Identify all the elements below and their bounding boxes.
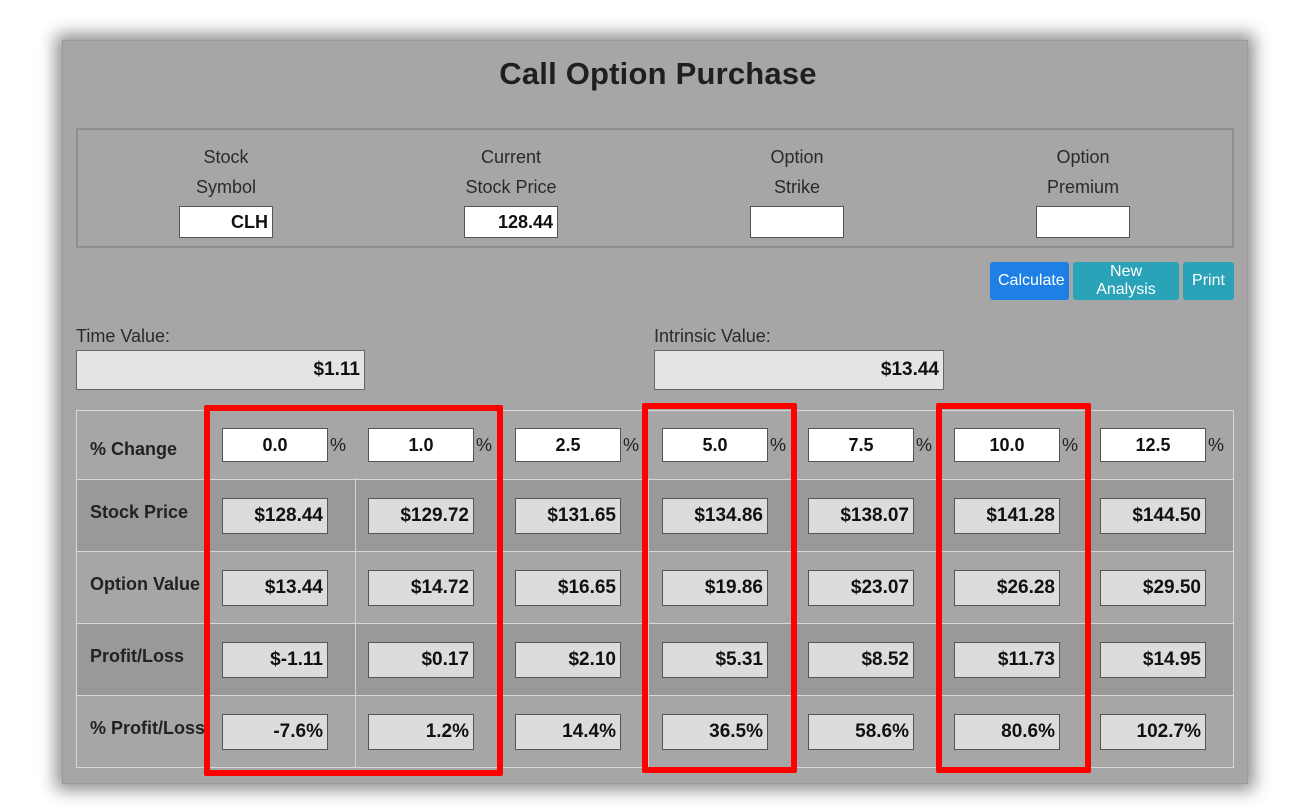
option-premium-input[interactable] bbox=[1036, 206, 1130, 238]
stock-price-cell: $138.07 bbox=[808, 498, 914, 534]
row-label-stock-price: Stock Price bbox=[90, 502, 189, 522]
percent-sign: % bbox=[476, 435, 493, 455]
option-value-cell: $23.07 bbox=[808, 570, 914, 606]
option-value-cell: $16.65 bbox=[515, 570, 621, 606]
intrinsic-value-label: Intrinsic Value: bbox=[654, 326, 771, 346]
time-value-output: $1.11 bbox=[76, 350, 365, 390]
stock-symbol-label-2: Symbol bbox=[195, 177, 257, 197]
pct-profit-loss-cell: 1.2% bbox=[368, 714, 474, 750]
profit-loss-cell: $14.95 bbox=[1100, 642, 1206, 678]
row-label-profit-loss: Profit/Loss bbox=[90, 646, 185, 666]
pct-change-input[interactable]: 5.0 bbox=[662, 428, 768, 462]
current-price-input[interactable] bbox=[464, 206, 558, 238]
stock-price-cell: $144.50 bbox=[1100, 498, 1206, 534]
print-button[interactable]: Print bbox=[1183, 262, 1234, 300]
pct-profit-loss-cell: 80.6% bbox=[954, 714, 1060, 750]
profit-loss-cell: $5.31 bbox=[662, 642, 768, 678]
percent-sign: % bbox=[916, 435, 933, 455]
option-strike-input[interactable] bbox=[750, 206, 844, 238]
stock-symbol-input[interactable] bbox=[179, 206, 273, 238]
profit-loss-cell: $-1.11 bbox=[222, 642, 328, 678]
option-value-cell: $19.86 bbox=[662, 570, 768, 606]
stock-price-cell: $129.72 bbox=[368, 498, 474, 534]
column-divider bbox=[355, 478, 356, 768]
pct-change-input[interactable]: 10.0 bbox=[954, 428, 1060, 462]
time-value-label: Time Value: bbox=[76, 326, 171, 346]
pct-profit-loss-cell: 58.6% bbox=[808, 714, 914, 750]
pct-change-input[interactable]: 0.0 bbox=[222, 428, 328, 462]
pct-change-input[interactable]: 7.5 bbox=[808, 428, 914, 462]
current-price-field: Current Stock Price bbox=[401, 142, 621, 238]
pct-change-input[interactable]: 1.0 bbox=[368, 428, 474, 462]
input-section bbox=[76, 128, 1234, 248]
pct-profit-loss-cell: -7.6% bbox=[222, 714, 328, 750]
pct-change-row: % Change bbox=[77, 411, 1233, 479]
pct-change-input[interactable]: 2.5 bbox=[515, 428, 621, 462]
pct-profit-loss-cell: 102.7% bbox=[1100, 714, 1206, 750]
percent-sign: % bbox=[770, 435, 787, 455]
calculate-button[interactable]: Calculate bbox=[990, 262, 1069, 300]
percent-sign: % bbox=[330, 435, 347, 455]
row-label-pct-change: % Change bbox=[90, 439, 178, 459]
profit-loss-cell: $2.10 bbox=[515, 642, 621, 678]
pct-profit-loss-row: % Profit/Loss bbox=[77, 695, 1233, 767]
stock-price-cell: $131.65 bbox=[515, 498, 621, 534]
current-price-label-2: Stock Price bbox=[465, 177, 557, 197]
option-premium-field: Option Premium bbox=[973, 142, 1193, 238]
option-strike-field: Option Strike bbox=[687, 142, 907, 238]
option-value-cell: $14.72 bbox=[368, 570, 474, 606]
column-divider bbox=[648, 478, 649, 768]
option-value-row: Option Value bbox=[77, 551, 1233, 623]
highlight-box-0-1 bbox=[204, 405, 503, 776]
new-analysis-button[interactable]: New Analysis bbox=[1073, 262, 1179, 300]
intrinsic-value-output: $13.44 bbox=[654, 350, 944, 390]
stock-price-cell: $134.86 bbox=[662, 498, 768, 534]
pct-profit-loss-cell: 14.4% bbox=[515, 714, 621, 750]
profit-loss-cell: $0.17 bbox=[368, 642, 474, 678]
page-title: Call Option Purchase bbox=[499, 56, 817, 91]
row-label-pct-profit-loss: % Profit/Loss bbox=[90, 718, 206, 738]
option-value-cell: $26.28 bbox=[954, 570, 1060, 606]
stock-price-cell: $128.44 bbox=[222, 498, 328, 534]
stock-price-cell: $141.28 bbox=[954, 498, 1060, 534]
pct-change-input[interactable]: 12.5 bbox=[1100, 428, 1206, 462]
option-strike-label-1: Option bbox=[770, 147, 824, 167]
profit-loss-cell: $11.73 bbox=[954, 642, 1060, 678]
percent-sign: % bbox=[1062, 435, 1079, 455]
pct-profit-loss-cell: 36.5% bbox=[662, 714, 768, 750]
option-premium-label-2: Premium bbox=[1046, 177, 1119, 197]
percent-sign: % bbox=[623, 435, 640, 455]
option-value-cell: $13.44 bbox=[222, 570, 328, 606]
row-label-option-value: Option Value bbox=[90, 574, 201, 594]
option-strike-label-2: Strike bbox=[773, 177, 820, 197]
percent-sign: % bbox=[1208, 435, 1225, 455]
stock-symbol-field: Stock Symbol bbox=[116, 142, 336, 238]
highlight-box-10 bbox=[936, 403, 1091, 773]
stock-symbol-label-1: Stock bbox=[203, 147, 249, 167]
current-price-label-1: Current bbox=[480, 147, 542, 167]
profit-loss-cell: $8.52 bbox=[808, 642, 914, 678]
option-premium-label-1: Option bbox=[1056, 147, 1110, 167]
highlight-box-5 bbox=[642, 403, 797, 773]
option-value-cell: $29.50 bbox=[1100, 570, 1206, 606]
